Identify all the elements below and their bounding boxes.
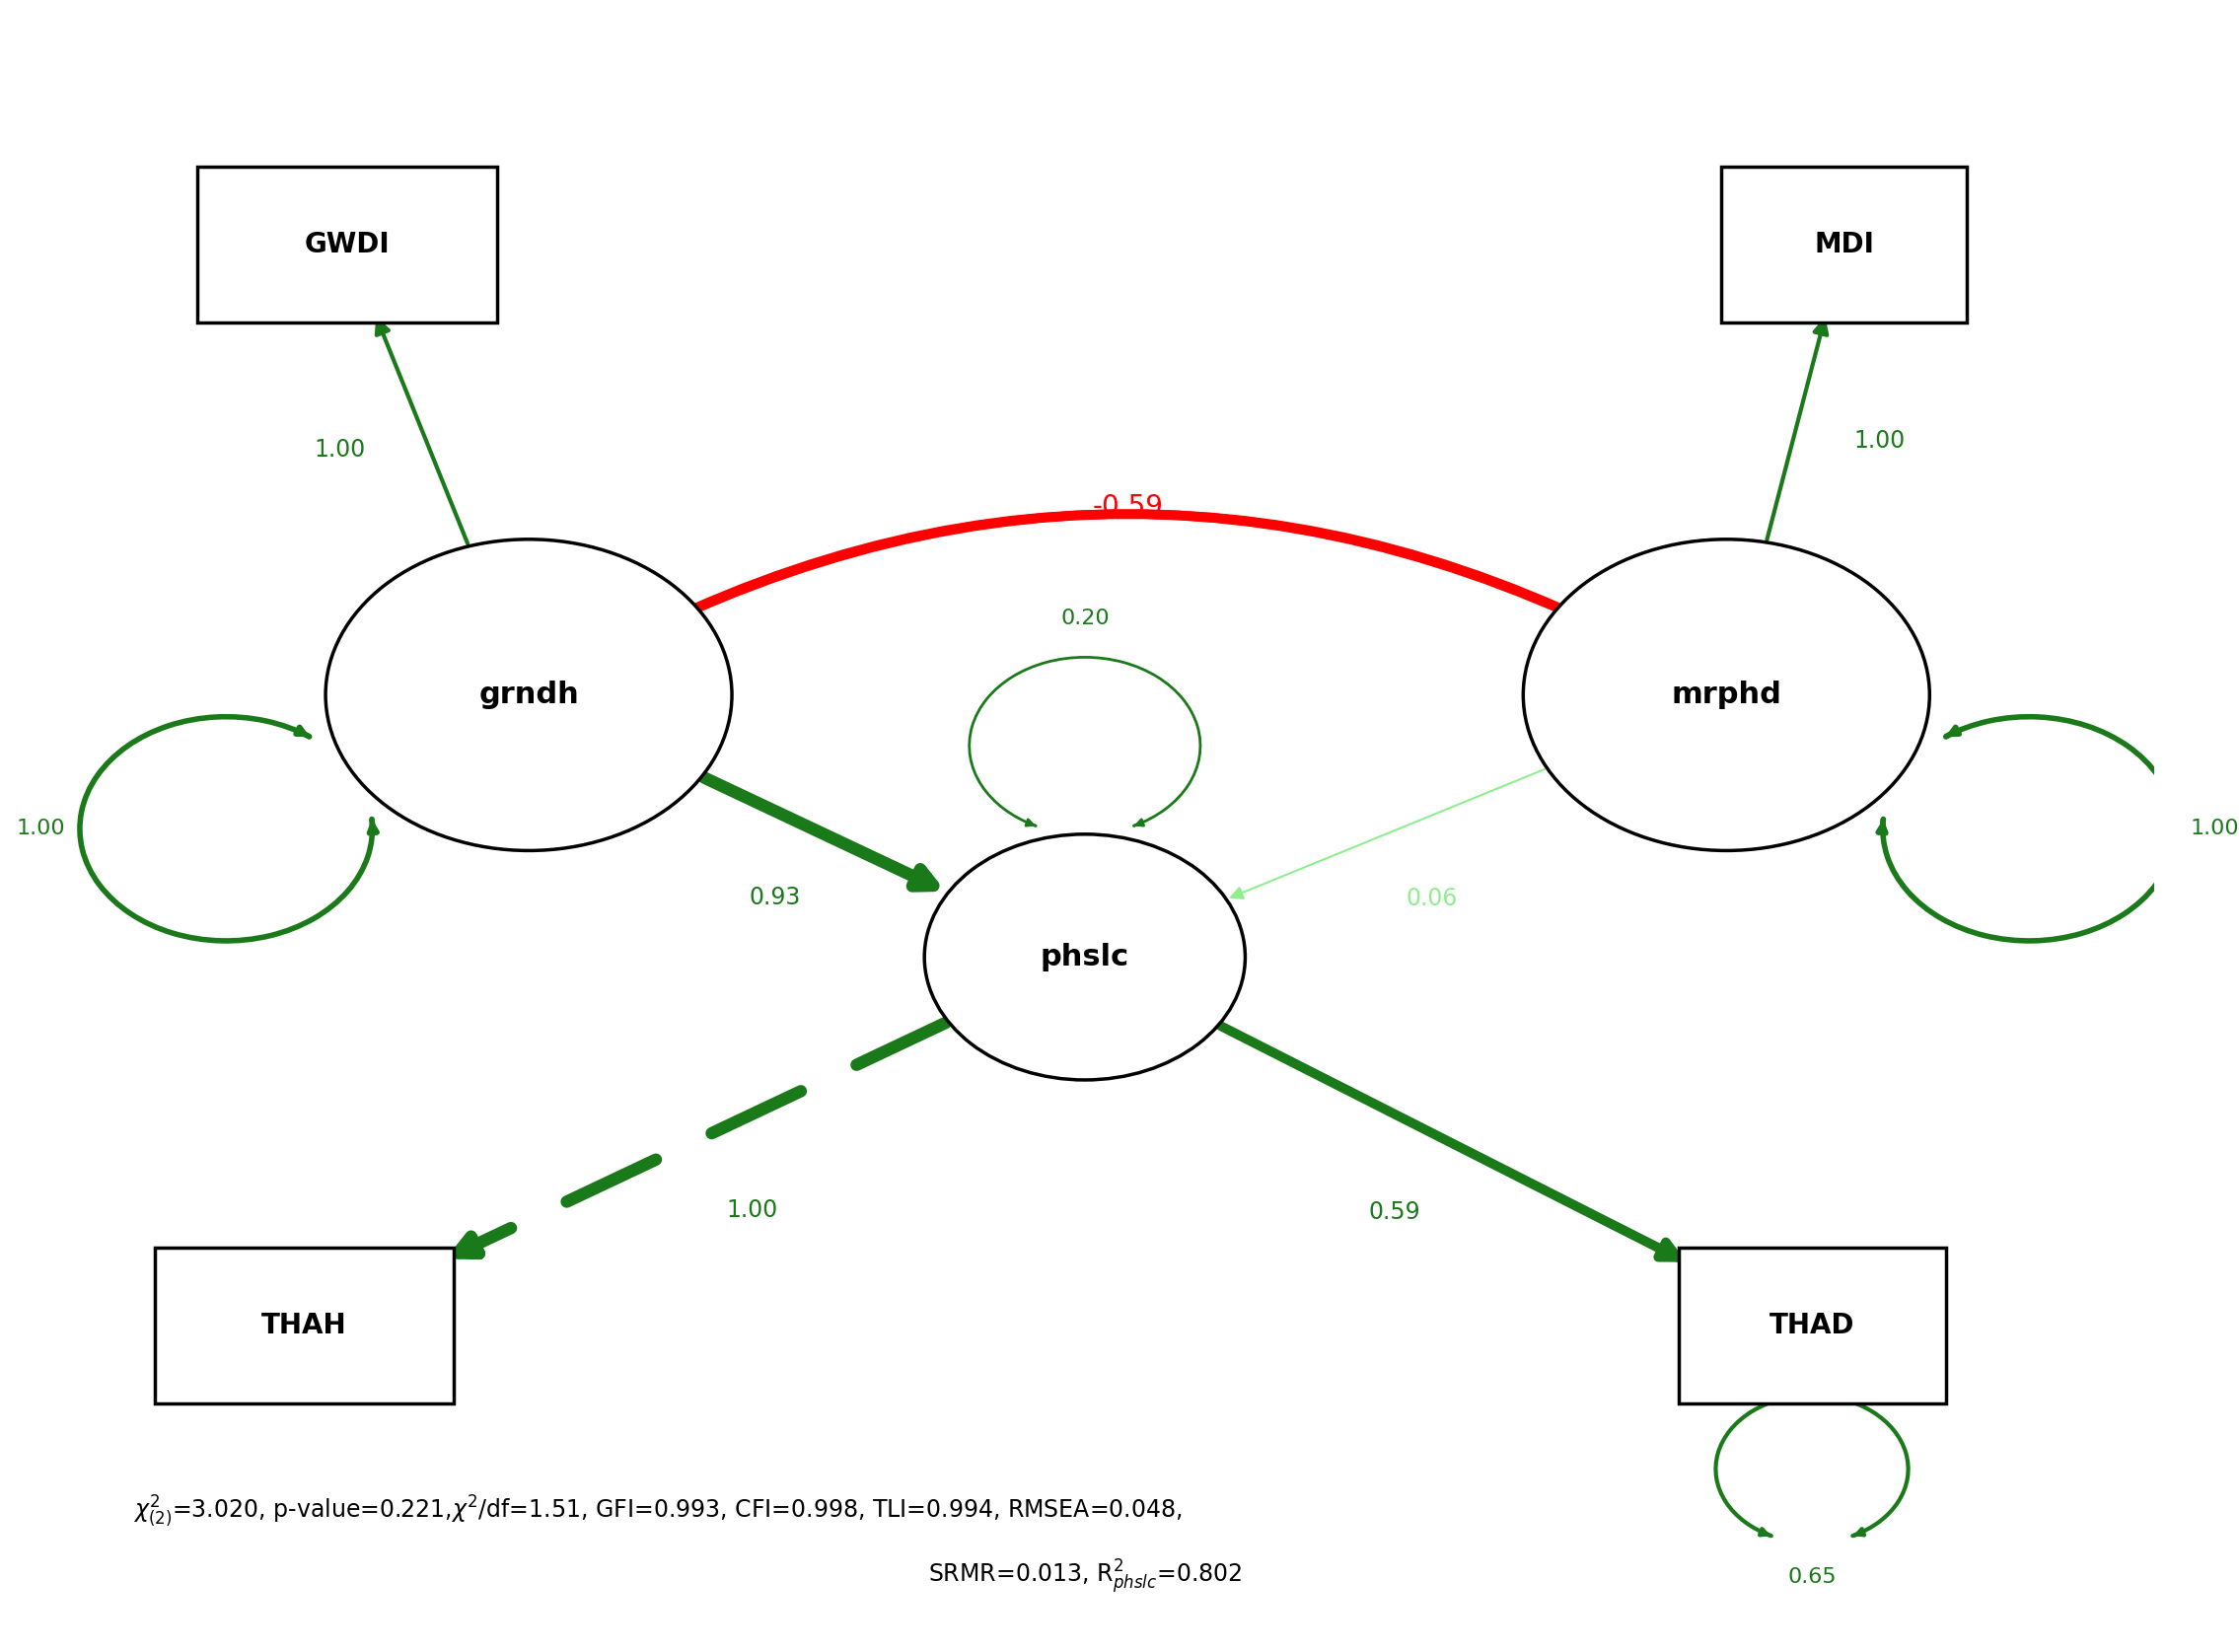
Text: 1.00: 1.00: [16, 819, 65, 839]
FancyBboxPatch shape: [197, 167, 497, 322]
Circle shape: [325, 539, 732, 851]
Text: grndh: grndh: [479, 681, 580, 709]
Circle shape: [1523, 539, 1930, 851]
Text: MDI: MDI: [1814, 231, 1874, 258]
FancyArrowPatch shape: [582, 514, 1664, 664]
Text: 0.59: 0.59: [1368, 1201, 1422, 1224]
Text: -0.59: -0.59: [1093, 492, 1162, 520]
Text: 0.65: 0.65: [1787, 1568, 1836, 1588]
FancyBboxPatch shape: [1722, 167, 1968, 322]
Text: 1.00: 1.00: [725, 1199, 777, 1222]
Text: GWDI: GWDI: [305, 231, 390, 258]
Text: THAD: THAD: [1769, 1312, 1854, 1340]
Text: THAH: THAH: [262, 1312, 347, 1340]
Text: SRMR=0.013, R$^2_{\mathit{phslc}}$=0.802: SRMR=0.013, R$^2_{\mathit{phslc}}$=0.802: [929, 1558, 1240, 1596]
FancyBboxPatch shape: [154, 1247, 455, 1404]
Text: 0.93: 0.93: [748, 885, 799, 909]
Text: 1.00: 1.00: [2190, 819, 2239, 839]
Circle shape: [925, 834, 1245, 1080]
FancyArrowPatch shape: [591, 514, 1673, 664]
Text: 1.00: 1.00: [313, 438, 365, 461]
Text: 0.20: 0.20: [1061, 608, 1108, 628]
Text: phslc: phslc: [1041, 943, 1128, 971]
Text: 0.06: 0.06: [1406, 887, 1458, 910]
Text: 1.00: 1.00: [1854, 430, 1905, 453]
Text: $\chi^2_{(2)}$=3.020, p-value=0.221,$\chi^2$/df=1.51, GFI=0.993, CFI=0.998, TLI=: $\chi^2_{(2)}$=3.020, p-value=0.221,$\ch…: [132, 1493, 1182, 1528]
Text: mrphd: mrphd: [1670, 681, 1782, 709]
FancyBboxPatch shape: [1679, 1247, 1946, 1404]
